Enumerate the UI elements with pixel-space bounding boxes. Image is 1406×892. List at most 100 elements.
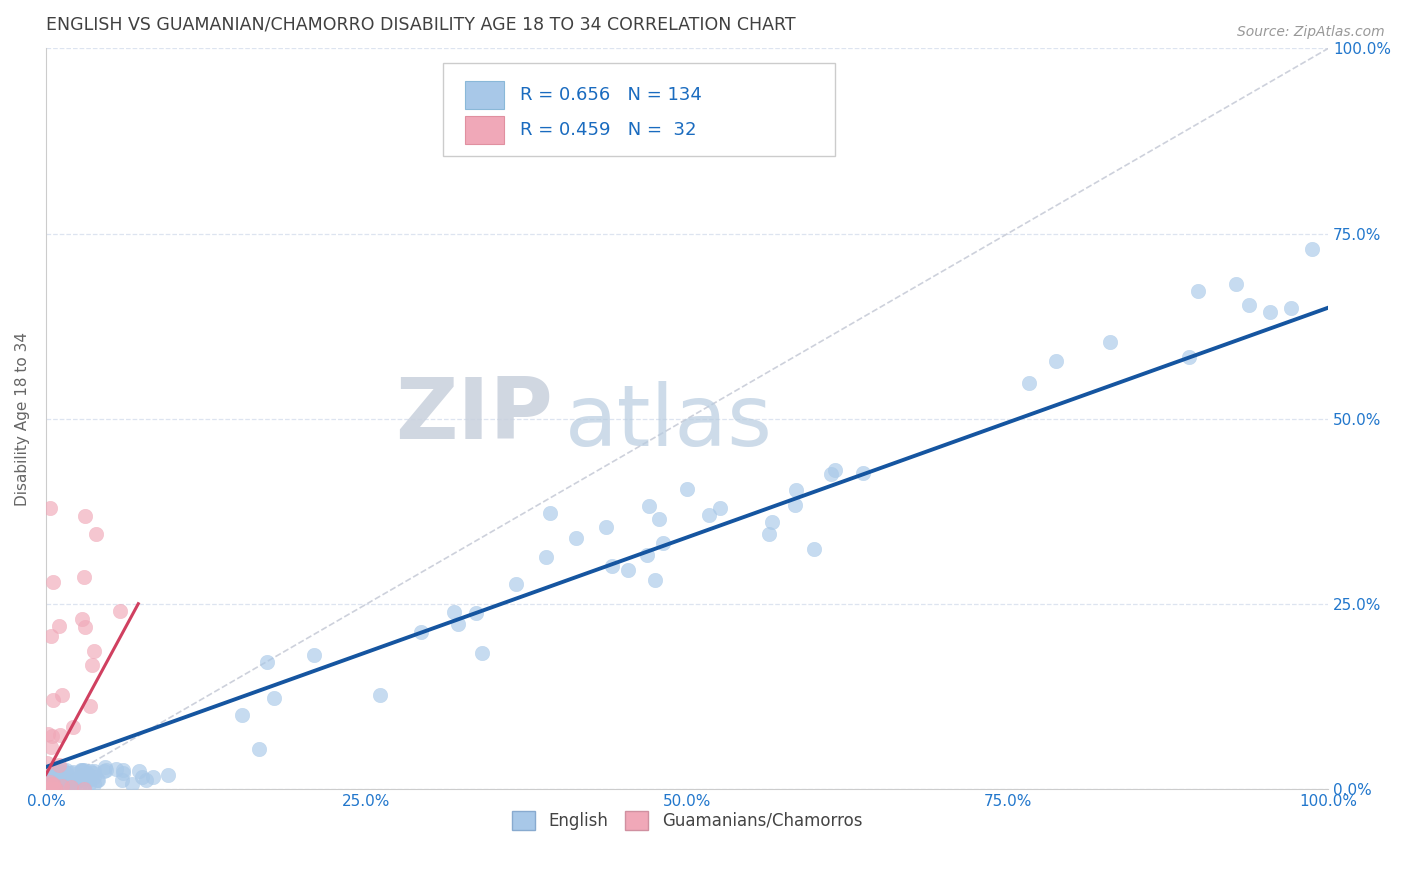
Point (41, 773, 63, 788)
Point (302, 648, 325, 663)
Point (82, 657, 104, 672)
Point (46, 772, 69, 787)
Point (38, 782, 60, 797)
Point (62, 720, 84, 734)
Point (111, 763, 134, 777)
Point (45, 777, 67, 791)
Text: ZIP: ZIP (395, 374, 553, 457)
Point (1187, 284, 1209, 298)
Point (709, 501, 731, 516)
Point (73, 782, 96, 797)
Point (39, 740, 62, 755)
Point (35, 782, 58, 797)
Y-axis label: Disability Age 18 to 34: Disability Age 18 to 34 (15, 332, 30, 506)
Point (38, 772, 60, 787)
Point (41, 574, 63, 589)
Point (111, 765, 134, 780)
Point (697, 508, 720, 522)
Point (446, 617, 468, 632)
Point (75, 509, 97, 524)
Point (53, 765, 76, 780)
Point (45, 780, 67, 794)
Point (70, 612, 93, 626)
Point (45, 780, 67, 795)
Point (637, 499, 659, 513)
Point (824, 463, 846, 477)
Point (82, 765, 104, 780)
Point (35, 756, 58, 770)
Point (48, 758, 70, 772)
Point (94, 760, 117, 774)
Point (45, 782, 67, 797)
Point (263, 690, 285, 705)
Point (37, 772, 59, 787)
Point (600, 558, 623, 573)
Point (93, 764, 115, 779)
Point (62, 765, 84, 780)
Point (41, 778, 63, 792)
Text: R = 0.459   N =  32: R = 0.459 N = 32 (520, 121, 697, 139)
Point (676, 482, 699, 496)
FancyBboxPatch shape (443, 63, 835, 156)
Point (55, 774, 77, 789)
Point (48, 764, 70, 779)
Point (51, 764, 73, 779)
Point (52, 773, 75, 788)
Point (121, 777, 143, 791)
Point (75, 774, 97, 789)
Point (86, 772, 108, 787)
Point (56, 775, 79, 789)
Point (1258, 305, 1281, 319)
Point (42, 777, 65, 791)
Point (39, 629, 62, 643)
Point (49, 772, 72, 787)
Legend: English, Guamanians/Chamorros: English, Guamanians/Chamorros (505, 804, 869, 837)
Point (70, 764, 93, 779)
Point (37, 773, 59, 788)
Point (1237, 298, 1260, 312)
Point (617, 562, 640, 576)
Point (56, 777, 79, 791)
Point (471, 646, 494, 660)
Point (820, 467, 842, 482)
Point (83, 777, 105, 791)
Point (73, 570, 96, 584)
Point (1177, 350, 1199, 364)
Point (53, 766, 76, 780)
Point (79, 699, 101, 714)
Point (42, 772, 65, 786)
Point (247, 742, 270, 756)
Point (52, 771, 75, 785)
Point (758, 527, 780, 541)
Point (644, 574, 666, 588)
Point (538, 506, 561, 520)
Point (52, 764, 75, 778)
Point (52, 776, 75, 790)
Point (595, 520, 617, 534)
Text: Source: ZipAtlas.com: Source: ZipAtlas.com (1237, 25, 1385, 39)
Point (51, 688, 73, 702)
Point (46, 777, 69, 791)
Point (48, 772, 70, 786)
Point (648, 512, 671, 526)
Point (785, 483, 807, 497)
Point (79, 772, 101, 786)
Point (636, 548, 658, 562)
Point (59, 766, 82, 780)
Point (83, 771, 105, 785)
Text: R = 0.656   N = 134: R = 0.656 N = 134 (520, 87, 702, 104)
Point (44, 782, 66, 797)
Point (83, 764, 105, 778)
Point (59, 772, 82, 787)
Point (111, 773, 134, 788)
Point (411, 625, 433, 640)
Point (70, 764, 93, 778)
Point (55, 763, 77, 777)
Point (256, 655, 278, 669)
Point (59, 773, 82, 788)
Point (38, 500, 60, 515)
Point (1098, 335, 1121, 350)
Point (59, 772, 82, 787)
Point (1301, 242, 1323, 256)
Point (785, 498, 807, 512)
